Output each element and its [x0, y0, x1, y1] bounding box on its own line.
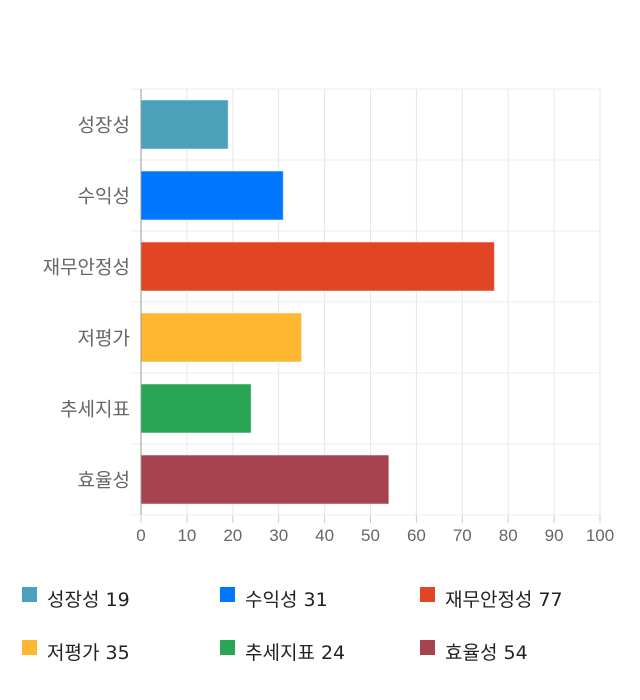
legend-swatch [220, 587, 235, 602]
category-label: 저평가 [78, 328, 130, 350]
legend-swatch [22, 640, 37, 655]
x-tick-label: 30 [269, 526, 288, 545]
legend-label: 효율성 54 [445, 642, 528, 664]
x-tick-label: 80 [499, 526, 518, 545]
legend-item[interactable]: 재무안정성 77 [420, 585, 563, 612]
legend-label: 수익성 31 [245, 589, 328, 611]
bar-3 [140, 241, 495, 292]
legend-label: 성장성 19 [47, 589, 130, 611]
category-label: 수익성 [78, 186, 130, 208]
legend-item[interactable]: 효율성 54 [420, 638, 528, 665]
bar-chart: 0 10 20 30 40 50 60 70 80 90 100 성장성수익성재무안정성저평가추세지표… [43, 88, 614, 545]
x-tick-label: 100 [586, 526, 614, 545]
bar-2 [140, 170, 284, 221]
category-label: 재무안정성 [43, 257, 130, 279]
legend-label: 저평가 35 [47, 642, 130, 664]
bar-1 [140, 99, 229, 150]
legend-item[interactable]: 저평가 35 [22, 638, 130, 665]
x-tick-label: 20 [223, 526, 242, 545]
legend-swatch [420, 640, 435, 655]
legend-item[interactable]: 수익성 31 [220, 585, 328, 612]
x-tick-label: 10 [177, 526, 196, 545]
legend-label: 재무안정성 77 [445, 589, 563, 611]
x-tick-label: 60 [407, 526, 426, 545]
bar-5 [140, 383, 252, 434]
bar-4 [140, 312, 303, 363]
bar-6 [140, 454, 390, 505]
legend-swatch [22, 587, 37, 602]
x-tick-label: 90 [545, 526, 564, 545]
legend-swatch [220, 640, 235, 655]
category-label: 추세지표 [60, 399, 130, 421]
legend-item[interactable]: 추세지표 24 [220, 638, 345, 665]
category-label: 성장성 [78, 115, 130, 137]
x-tick-label: 0 [136, 526, 145, 545]
category-label: 효율성 [78, 470, 130, 492]
x-tick-label: 70 [453, 526, 472, 545]
x-tick-label: 50 [361, 526, 380, 545]
legend-swatch [420, 587, 435, 602]
x-tick-label: 40 [315, 526, 334, 545]
legend-label: 추세지표 24 [245, 642, 346, 664]
legend-item[interactable]: 성장성 19 [22, 585, 130, 612]
